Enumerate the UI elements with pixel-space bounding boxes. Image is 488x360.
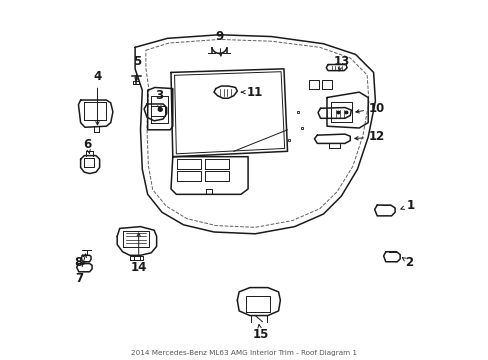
Text: 12: 12 bbox=[354, 130, 385, 144]
Text: 3: 3 bbox=[155, 89, 163, 109]
Text: 6: 6 bbox=[83, 138, 91, 154]
Text: 15: 15 bbox=[252, 324, 268, 341]
Text: 2: 2 bbox=[402, 256, 413, 269]
Text: 14: 14 bbox=[130, 233, 146, 274]
Text: 11: 11 bbox=[241, 86, 263, 99]
Text: 5: 5 bbox=[133, 55, 141, 81]
Text: 13: 13 bbox=[332, 55, 349, 71]
Text: 7: 7 bbox=[75, 254, 86, 285]
Text: 10: 10 bbox=[355, 102, 385, 115]
Text: 2014 Mercedes-Benz ML63 AMG Interior Trim - Roof Diagram 1: 2014 Mercedes-Benz ML63 AMG Interior Tri… bbox=[131, 350, 357, 356]
Text: 8: 8 bbox=[75, 256, 86, 269]
Text: 1: 1 bbox=[400, 199, 414, 212]
Text: 4: 4 bbox=[93, 69, 102, 125]
Text: 9: 9 bbox=[215, 30, 223, 56]
